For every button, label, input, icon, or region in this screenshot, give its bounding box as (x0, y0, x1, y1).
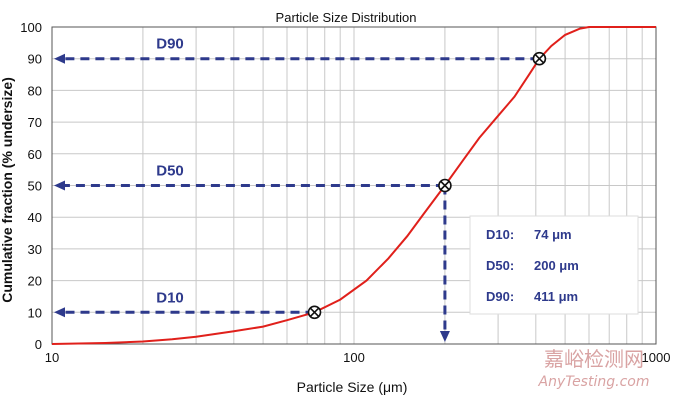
y-tick-label: 10 (28, 305, 42, 320)
guide-arrowhead (54, 307, 65, 318)
y-tick-label: 100 (20, 20, 42, 35)
y-tick-label: 0 (35, 337, 42, 352)
marker-d50 (438, 178, 452, 193)
marker-label-d50: D50 (156, 163, 184, 180)
marker-cross (309, 307, 320, 317)
x-tick-label: 1000 (642, 350, 671, 365)
summary-value: 200 μm (534, 258, 579, 273)
marker-label-d10: D10 (156, 289, 184, 306)
series-line (51, 26, 656, 345)
summary-box: D10: 74 μm D50: 200 μm D90: 411 μm (469, 215, 639, 315)
summary-value: 74 μm (534, 227, 572, 242)
y-tick-label: 70 (28, 115, 42, 130)
marker-guides (54, 53, 540, 342)
summary-key: D90: (486, 289, 514, 304)
y-tick-label: 20 (28, 274, 42, 289)
summary-box-frame (469, 215, 639, 315)
y-tick-label: 80 (28, 83, 42, 98)
x-axis-label: Particle Size (μm) (297, 379, 408, 395)
y-tick-label: 90 (28, 52, 42, 67)
watermark: 嘉峪检测网 AnyTesting.com (538, 347, 650, 390)
x-tick-label: 10 (45, 350, 59, 365)
marker-layer (307, 51, 547, 320)
guide-arrowhead (54, 53, 65, 64)
summary-key: D50: (486, 258, 514, 273)
summary-key: D10: (486, 227, 514, 242)
y-tick-label: 30 (28, 242, 42, 257)
guide-arrowhead (54, 180, 65, 191)
watermark-en: AnyTesting.com (538, 374, 650, 390)
marker-d10 (307, 305, 322, 320)
x-tick-label: 100 (343, 350, 365, 365)
y-axis-label: Cumulative fraction (% undersize) (0, 77, 15, 303)
summary-value: 411 μm (534, 289, 578, 304)
marker-cross (534, 54, 544, 64)
marker-label-d90: D90 (156, 36, 184, 53)
guide-arrowhead-down (439, 331, 450, 342)
chart-title: Particle Size Distribution (276, 10, 417, 25)
y-tick-label: 50 (28, 179, 42, 194)
y-tick-label: 60 (28, 147, 42, 162)
marker-d90 (532, 51, 547, 66)
marker-cross (440, 180, 450, 191)
series-layer (51, 26, 656, 345)
plot-border (51, 26, 657, 345)
watermark-cn: 嘉峪检测网 (544, 347, 644, 371)
y-tick-label: 40 (28, 210, 42, 225)
